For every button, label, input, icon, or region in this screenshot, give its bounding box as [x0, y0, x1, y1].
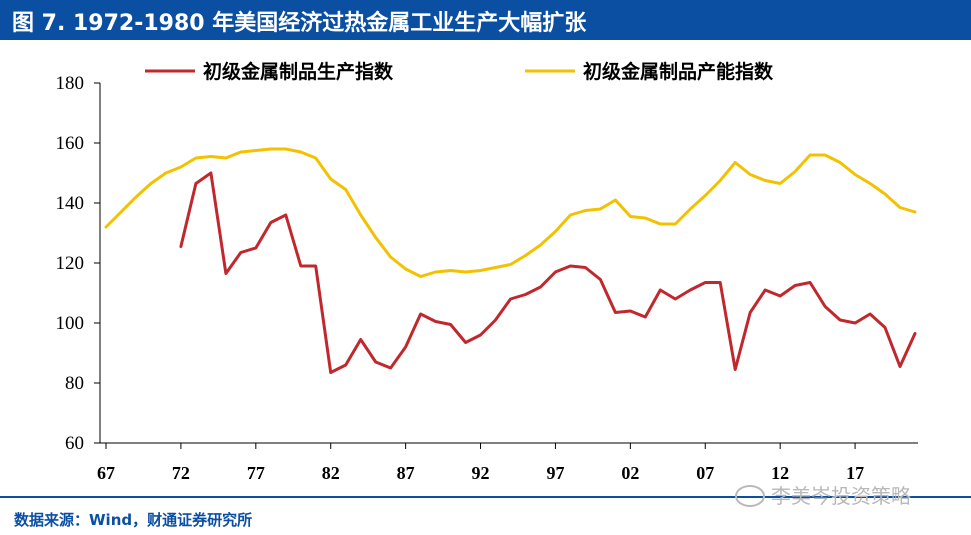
- x-tick-label: 17: [846, 463, 864, 483]
- x-tick-label: 02: [621, 463, 639, 483]
- y-tick-label: 160: [56, 133, 85, 154]
- watermark: 李美岑投资策略: [735, 480, 911, 509]
- source-note: 数据来源：Wind，财通证券研究所: [14, 511, 253, 529]
- y-tick-label: 60: [65, 433, 84, 454]
- y-tick-label: 80: [65, 373, 84, 394]
- x-tick-label: 77: [247, 463, 265, 483]
- wechat-icon: [735, 484, 765, 507]
- watermark-text: 李美岑投资策略: [771, 484, 911, 508]
- x-tick-label: 07: [696, 463, 714, 483]
- y-tick-label: 140: [56, 193, 85, 214]
- series-line-production: [179, 171, 917, 374]
- line-chart: 60 80 100 120 140 160 180 67 72 77 82 87 92 97 02 07 12 1…: [56, 60, 918, 483]
- x-tick-label: 97: [546, 463, 564, 483]
- y-tick-label: 180: [56, 73, 85, 94]
- x-tick-label: 12: [771, 463, 789, 483]
- title-bar: 图 7. 1972-1980 年美国经济过热金属工业生产大幅扩张: [0, 0, 971, 40]
- series-layer: [104, 147, 917, 374]
- y-tick-label: 120: [56, 253, 85, 274]
- y-tick-label: 100: [56, 313, 85, 334]
- x-tick-label: 72: [172, 463, 190, 483]
- legend-label: 初级金属制品生产指数: [203, 60, 394, 83]
- x-tick-label: 87: [397, 463, 415, 483]
- legend: 初级金属制品生产指数 初级金属制品产能指数: [145, 60, 774, 83]
- legend-label: 初级金属制品产能指数: [583, 60, 774, 83]
- x-tick-label: 67: [97, 463, 115, 483]
- footer-divider: [0, 496, 971, 498]
- page-title: 图 7. 1972-1980 年美国经济过热金属工业生产大幅扩张: [12, 11, 587, 36]
- series-line-capacity: [104, 147, 917, 278]
- x-tick-label: 82: [322, 463, 340, 483]
- x-tick-label: 92: [472, 463, 490, 483]
- axes: 60 80 100 120 140 160 180 67 72 77 82 87 92 97 02 07 12 1…: [56, 73, 918, 483]
